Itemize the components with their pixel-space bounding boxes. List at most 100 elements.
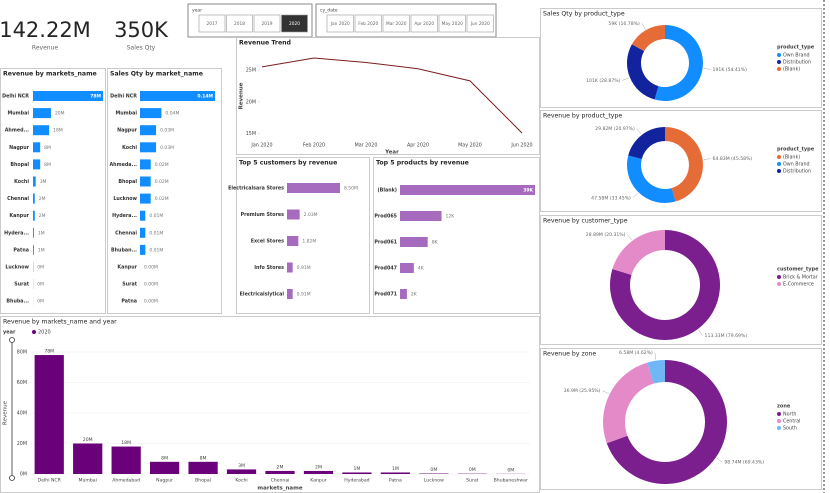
- slicer-option-label[interactable]: 2019: [262, 21, 273, 27]
- data-label: 2.03M: [304, 212, 318, 218]
- x-tick-label: Kochi: [235, 478, 247, 484]
- data-label: 0M: [37, 265, 44, 271]
- slicer-option[interactable]: [410, 14, 438, 33]
- data-label: 0M: [469, 467, 476, 473]
- data-label: 18M: [53, 128, 63, 134]
- panel: [107, 68, 222, 314]
- chart-title: Revenue by zone: [543, 351, 596, 358]
- x-tick-label: Chennai: [271, 478, 290, 484]
- slicer-option-label[interactable]: Jun 2020: [470, 21, 490, 27]
- slicer-option-label[interactable]: Feb 2020: [358, 21, 378, 27]
- slicer-option-label[interactable]: May 2020: [442, 21, 463, 27]
- y-tick-label: 0M: [20, 472, 27, 478]
- panel: [236, 157, 370, 314]
- bar: [380, 472, 410, 474]
- data-label: 2M: [277, 464, 284, 470]
- category-label: Surat: [14, 282, 29, 288]
- slicer-option-label[interactable]: Mar 2020: [386, 21, 407, 27]
- bar: [287, 183, 340, 193]
- bar: [140, 91, 215, 101]
- x-tick-label: Mar 2020: [355, 143, 378, 149]
- leader-line: [703, 158, 711, 160]
- panel: [373, 157, 540, 314]
- data-label: 8.50M: [344, 186, 358, 192]
- panel: [236, 37, 540, 155]
- slicer-option-label[interactable]: Jan 2020: [330, 21, 350, 27]
- data-label: 1M: [38, 247, 45, 253]
- leader-line: [703, 68, 711, 70]
- bar: [140, 193, 151, 204]
- bar: [33, 244, 34, 255]
- bar: [287, 209, 300, 220]
- bar: [287, 236, 299, 246]
- category-label: Prod065: [374, 214, 397, 220]
- x-tick-label: May 2020: [458, 143, 482, 149]
- bar: [33, 193, 35, 204]
- donut-segment: [665, 127, 703, 202]
- x-tick-label: Feb 2020: [303, 143, 325, 149]
- bar: [400, 211, 442, 221]
- slicer-option[interactable]: [466, 14, 494, 33]
- data-label: 12K: [446, 214, 456, 220]
- slicer-option-label[interactable]: Apr 2020: [414, 21, 434, 27]
- data-label: 36.9M (25.95%): [564, 388, 601, 394]
- bar: [140, 159, 151, 170]
- data-label: 0.02M: [155, 179, 169, 185]
- data-label: 0.00M: [144, 282, 158, 288]
- legend-swatch: [777, 419, 781, 423]
- chart-title: Revenue by markets_name and year: [3, 319, 117, 326]
- slicer-title: year: [192, 8, 202, 14]
- category-label: Ahmeda...: [109, 162, 137, 168]
- bar: [140, 125, 157, 136]
- slicer-option[interactable]: [226, 14, 253, 33]
- chart-title: Top 5 customers by revenue: [239, 160, 337, 167]
- slicer-option[interactable]: [354, 14, 382, 33]
- slicer-option[interactable]: [438, 14, 466, 33]
- data-label: 78M: [44, 349, 54, 355]
- bar: [33, 125, 50, 136]
- donut-segment: [631, 25, 665, 52]
- x-tick-label: Kanpur: [310, 478, 326, 484]
- slicer-option[interactable]: [281, 14, 308, 33]
- kpi-label: Revenue: [32, 45, 58, 52]
- category-label: Bhuba...: [6, 299, 29, 305]
- chart-title: Revenue by markets_name: [3, 71, 97, 78]
- legend-swatch: [777, 282, 781, 286]
- slicer-option[interactable]: [382, 14, 410, 33]
- bar: [287, 289, 293, 299]
- legend-label: Distribution: [783, 60, 811, 66]
- bar: [188, 461, 218, 474]
- y-tick-label: 25M: [246, 68, 256, 74]
- slicer-option[interactable]: [326, 14, 354, 33]
- bar: [226, 469, 257, 474]
- data-label: 2M: [39, 213, 46, 219]
- category-label: Kochi: [122, 145, 137, 151]
- slicer-option-label[interactable]: 2018: [234, 21, 245, 27]
- slicer-option[interactable]: [198, 14, 226, 33]
- data-label: 0.01M: [149, 213, 163, 219]
- data-label: 0.03M: [160, 128, 174, 134]
- data-label: 0.02M: [155, 196, 169, 202]
- data-label: 29.82M (20.97%): [595, 126, 635, 132]
- data-label: 47.58M (33.45%): [591, 195, 631, 201]
- slicer-option-label[interactable]: 2020: [289, 21, 300, 27]
- data-label: 0.01M: [149, 247, 163, 253]
- data-label: 3M: [40, 179, 47, 185]
- y-tick-label: 15M: [246, 131, 256, 137]
- bar: [33, 159, 41, 170]
- slider-handle[interactable]: [9, 475, 15, 481]
- slider-handle[interactable]: [9, 337, 15, 343]
- bar: [265, 470, 295, 474]
- data-label: 1M: [353, 466, 360, 472]
- data-label: 0.91M: [297, 292, 311, 298]
- leader-line: [698, 329, 703, 336]
- slicer-option[interactable]: [253, 14, 281, 33]
- bar: [73, 443, 103, 474]
- bar: [140, 244, 146, 255]
- legend-swatch: [777, 412, 781, 416]
- category-label: Excel Stores: [251, 239, 284, 245]
- slicer-option-label[interactable]: 2017: [207, 21, 218, 27]
- category-label: Premium Stores: [241, 212, 285, 218]
- category-label: Kanpur: [9, 213, 29, 219]
- category-label: Mumbai: [7, 111, 29, 117]
